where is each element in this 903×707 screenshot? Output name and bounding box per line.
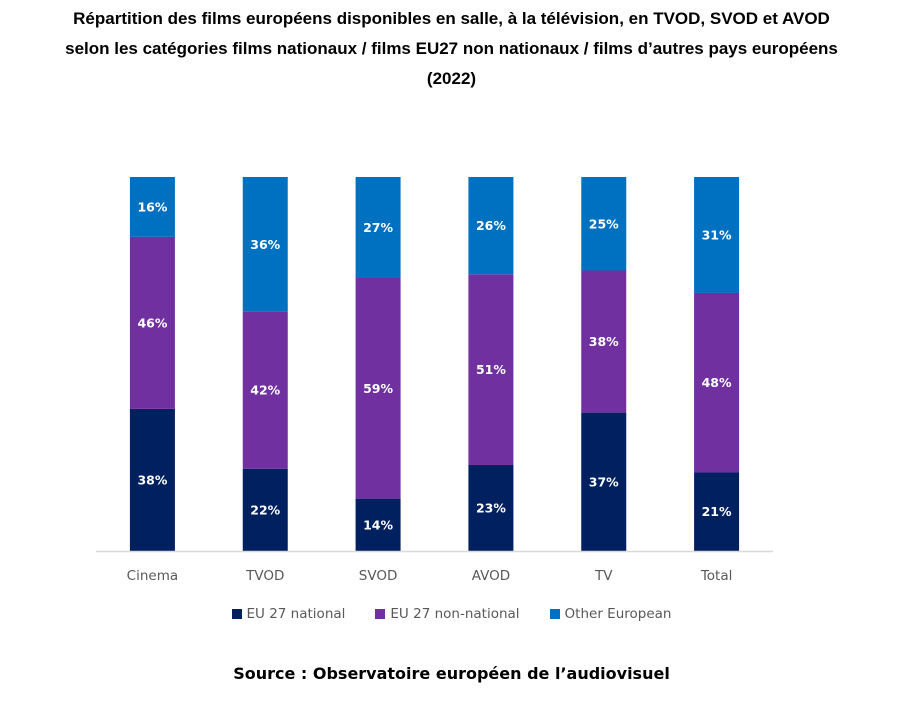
bar-tv-other-european (581, 177, 627, 271)
source-note: Source : Observatoire européen de l’audi… (233, 664, 670, 683)
data-label-total-other-european: 31% (702, 227, 732, 242)
bar-svod-other-european (355, 177, 401, 278)
legend-label-eu27-national: EU 27 national (246, 606, 346, 622)
x-tick-label-total: Total (700, 568, 733, 584)
data-label-tv-eu-27-national: 37% (589, 474, 619, 489)
bars-group: 38%46%16%22%42%36%14%59%27%23%51%26%37%3… (129, 177, 740, 551)
legend-swatch-other-european (549, 609, 560, 619)
data-label-tvod-other-european: 36% (250, 237, 280, 252)
bar-tvod-eu-27-national (242, 468, 288, 551)
bar-tvod-eu-27-non-national (242, 311, 288, 469)
data-label-tvod-eu-27-non-national: 42% (250, 383, 280, 398)
bar-stack-tv: 37% 38% 25% (581, 177, 627, 551)
bar-stack-total: 21% 48% 31% (694, 177, 740, 551)
legend-label-eu27-non-national: EU 27 non-national (390, 606, 520, 622)
bar-stack-tvod: 22% 42% 36% (242, 177, 288, 551)
data-label-cinema-eu-27-non-national: 46% (137, 315, 167, 330)
legend-label-other-european: Other European (564, 606, 672, 622)
data-label-svod-eu-27-national: 14% (363, 517, 393, 532)
bar-svod-eu-27-non-national (355, 277, 401, 499)
chart-title: Répartition des films européens disponib… (0, 4, 903, 94)
bar-total-other-european (694, 177, 740, 293)
bar-avod-eu-27-non-national (468, 274, 514, 465)
data-label-tv-other-european: 25% (589, 216, 619, 231)
legend-item-eu27-non-national: EU 27 non-national (375, 606, 520, 622)
bar-tv-eu-27-national (581, 412, 627, 551)
x-tick-label-tvod: TVOD (245, 568, 284, 584)
bar-cinema-eu-27-non-national (129, 236, 175, 409)
chart-title-line-3: (2022) (426, 69, 477, 88)
legend-item-other-european: Other European (549, 606, 672, 622)
data-label-cinema-other-european: 16% (137, 199, 167, 214)
data-label-cinema-eu-27-national: 38% (137, 472, 167, 487)
data-label-avod-eu-27-national: 23% (476, 500, 506, 515)
data-label-total-eu-27-non-national: 48% (702, 375, 732, 390)
x-tick-label-cinema: Cinema (127, 568, 178, 584)
bar-cinema-other-european (129, 177, 175, 237)
bar-tvod-other-european (242, 177, 288, 312)
bar-tv-eu-27-non-national (581, 270, 627, 413)
bar-avod-other-european (468, 177, 514, 275)
x-tick-label-tv: TV (594, 568, 613, 584)
x-tick-labels: Cinema TVOD SVOD AVOD TV Total (127, 568, 733, 584)
bar-stack-svod: 14% 59% 27% (355, 177, 401, 551)
bar-svod-eu-27-national (355, 498, 401, 551)
legend-item-eu27-national: EU 27 national (231, 606, 346, 622)
data-label-avod-eu-27-non-national: 51% (476, 362, 506, 377)
data-label-tvod-eu-27-national: 22% (250, 502, 280, 517)
legend: EU 27 national EU 27 non-national Other … (0, 606, 903, 622)
legend-swatch-eu27-non-national (375, 609, 386, 619)
data-label-svod-eu-27-non-national: 59% (363, 381, 393, 396)
chart-title-line-1: Répartition des films européens disponib… (73, 9, 830, 28)
bar-total-eu-27-non-national (694, 292, 740, 473)
chart-title-line-2: selon les catégories films nationaux / f… (65, 39, 838, 58)
data-label-tv-eu-27-non-national: 38% (589, 334, 619, 349)
data-label-svod-other-european: 27% (363, 220, 393, 235)
x-tick-label-svod: SVOD (359, 568, 398, 584)
data-label-avod-other-european: 26% (476, 218, 506, 233)
bar-stack-avod: 23% 51% 26% (468, 177, 514, 551)
bar-total-eu-27-national (694, 472, 740, 551)
legend-swatch-eu27-national (231, 609, 242, 619)
data-label-total-eu-27-national: 21% (702, 504, 732, 519)
bar-stack-cinema: 38% 46% 16% (129, 177, 175, 551)
x-tick-label-avod: AVOD (472, 568, 510, 584)
bar-avod-eu-27-national (468, 464, 514, 551)
bar-cinema-eu-27-national (129, 408, 175, 551)
